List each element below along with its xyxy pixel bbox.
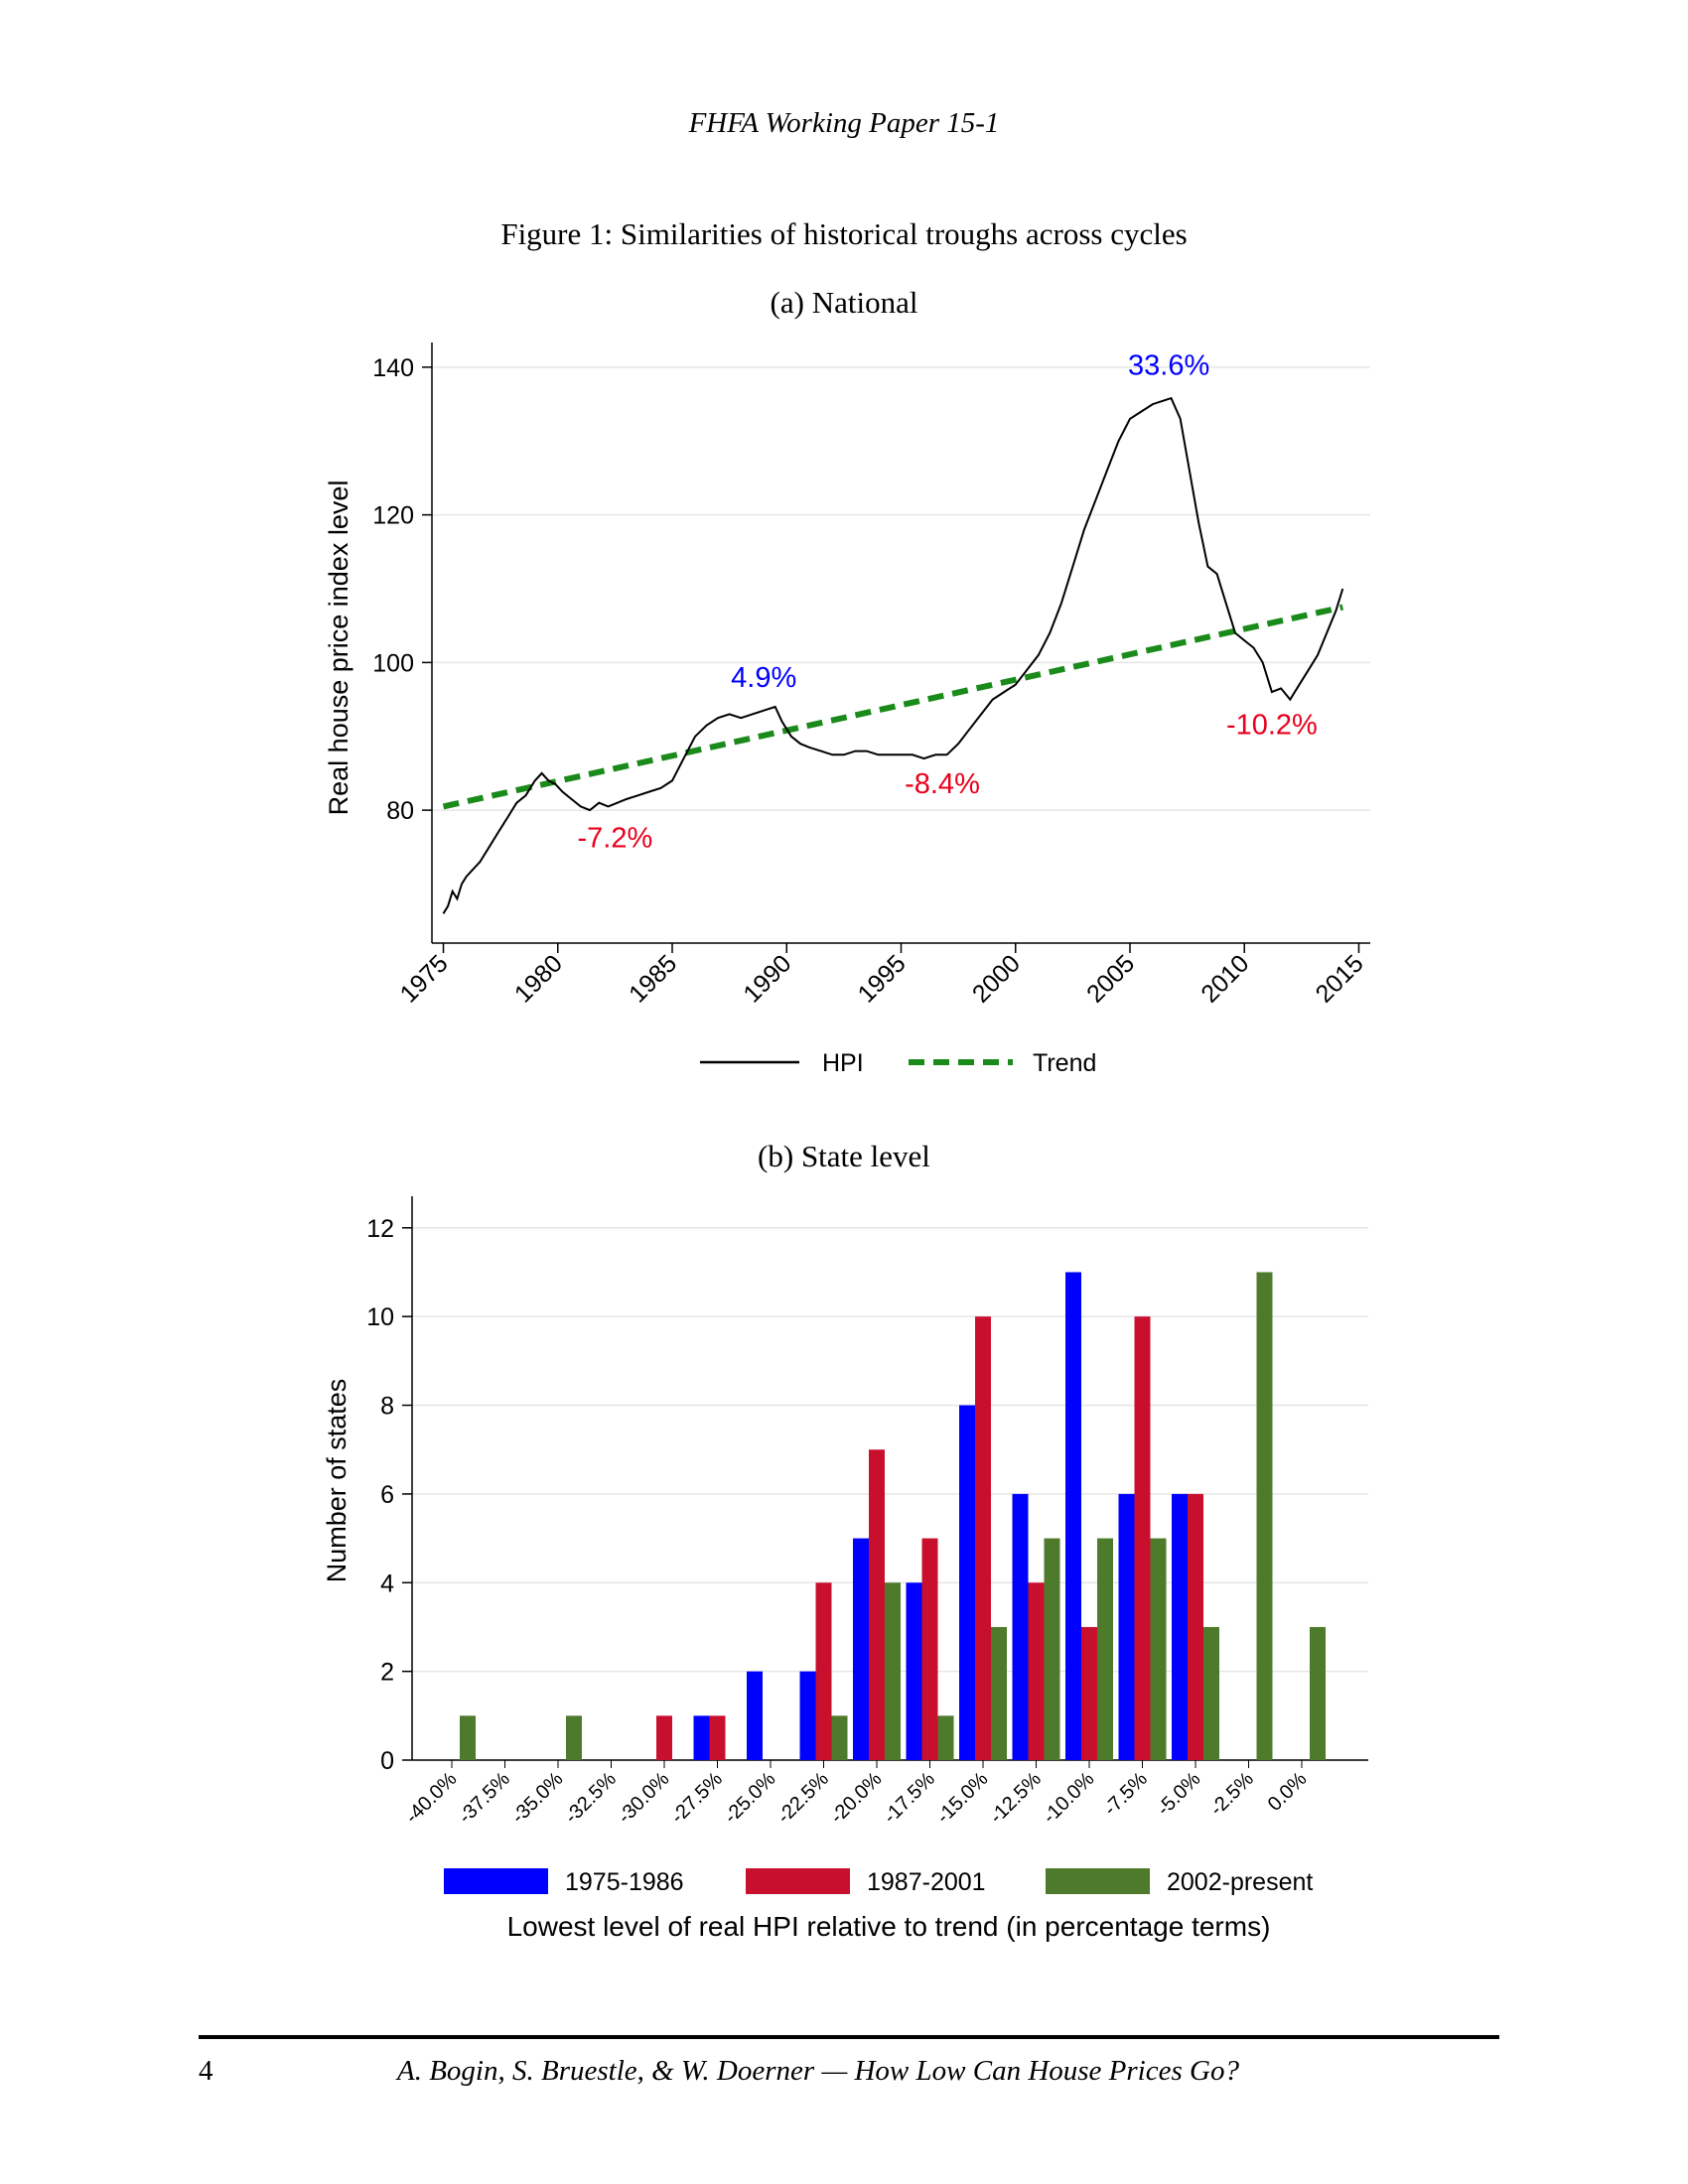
x-tick-label: 1980 (509, 949, 568, 1008)
x-tick-label: -15.0% (932, 1768, 993, 1829)
footer-rule (199, 2035, 1499, 2039)
x-axis-title: Lowest level of real HPI relative to tre… (507, 1911, 1271, 1942)
bar (921, 1538, 938, 1760)
x-tick-label: -37.5% (455, 1768, 515, 1829)
y-tick-label: 10 (366, 1303, 394, 1331)
x-tick-label: -2.5% (1206, 1768, 1259, 1821)
bar (815, 1582, 832, 1760)
x-tick-label: 2015 (1311, 949, 1369, 1008)
bar (1256, 1272, 1273, 1760)
bar (799, 1671, 816, 1760)
hpi-line (442, 396, 1344, 914)
y-tick-label: 2 (380, 1659, 394, 1687)
bar (959, 1405, 975, 1760)
y-tick-label: 80 (386, 797, 414, 825)
bar (460, 1715, 476, 1760)
x-tick-label: 1975 (395, 949, 454, 1008)
bar (885, 1582, 901, 1760)
bar (566, 1715, 582, 1760)
x-tick-label: -17.5% (880, 1768, 940, 1829)
bar (831, 1715, 848, 1760)
bar (1081, 1626, 1097, 1760)
x-tick-label: -25.0% (720, 1768, 780, 1829)
x-tick-label: -27.5% (667, 1768, 728, 1829)
bar (1172, 1493, 1188, 1760)
page-number: 4 (199, 2055, 213, 2087)
y-tick-label: 4 (380, 1570, 394, 1597)
annotation-label: -10.2% (1226, 710, 1318, 742)
y-tick-label: 0 (380, 1747, 394, 1775)
bar (991, 1626, 1007, 1760)
bar (1310, 1626, 1326, 1760)
annotation-label: -8.4% (905, 768, 980, 800)
bar (747, 1671, 763, 1760)
bar (975, 1316, 991, 1760)
bar (937, 1715, 954, 1760)
legend-hpi-label: HPI (822, 1049, 864, 1077)
legend-label: 1975-1986 (565, 1868, 684, 1896)
bar (1134, 1316, 1151, 1760)
bar (1188, 1493, 1203, 1760)
footer-citation: A. Bogin, S. Bruestle, & W. Doerner — Ho… (397, 2055, 1239, 2087)
x-tick-label: -12.5% (986, 1768, 1047, 1829)
bar (1203, 1626, 1219, 1760)
y-tick-label: 100 (372, 649, 414, 677)
x-tick-label: 2000 (967, 949, 1026, 1008)
annotation-label: -7.2% (578, 822, 653, 854)
x-tick-label: 1995 (853, 949, 912, 1008)
trend-line (442, 604, 1343, 810)
legend-trend-label: Trend (1033, 1049, 1096, 1077)
annotation-label: 4.9% (731, 662, 796, 694)
bar (1150, 1538, 1167, 1760)
y-tick-label: 8 (380, 1393, 394, 1421)
y-axis-title: Real house price index level (324, 480, 353, 816)
panel-b-subtitle: (b) State level (758, 1139, 930, 1173)
legend-label: 1987-2001 (867, 1868, 986, 1896)
x-tick-label: -30.0% (614, 1768, 674, 1829)
bar (869, 1449, 885, 1760)
bar (1097, 1538, 1113, 1760)
legend-swatch (1046, 1868, 1150, 1894)
y-tick-label: 12 (366, 1215, 394, 1243)
figure-title: Figure 1: Similarities of historical tro… (500, 216, 1188, 251)
x-tick-label: 2005 (1081, 949, 1140, 1008)
annotation-label: 33.6% (1128, 349, 1209, 381)
x-tick-label: -40.0% (401, 1768, 462, 1829)
bar (656, 1715, 672, 1760)
x-tick-label: -20.0% (826, 1768, 887, 1829)
x-tick-label: -22.5% (774, 1768, 834, 1829)
x-tick-label: -5.0% (1153, 1768, 1205, 1821)
bar (1065, 1272, 1081, 1760)
x-tick-label: -7.5% (1100, 1768, 1153, 1821)
bar (1044, 1538, 1060, 1760)
bar (906, 1582, 922, 1760)
x-tick-label: 1985 (624, 949, 682, 1008)
x-tick-label: 0.0% (1264, 1768, 1312, 1816)
x-tick-label: -35.0% (507, 1768, 568, 1829)
y-tick-label: 120 (372, 502, 414, 530)
x-tick-label: 1990 (738, 949, 796, 1008)
panel-a-subtitle: (a) National (770, 285, 918, 320)
bar (1012, 1493, 1029, 1760)
bar (1118, 1493, 1135, 1760)
x-tick-label: -32.5% (561, 1768, 622, 1829)
legend-swatch (746, 1868, 850, 1894)
bar (709, 1715, 726, 1760)
state-level-histogram: 024681012-40.0%-37.5%-35.0%-32.5%-30.0%-… (322, 1196, 1368, 1942)
legend-swatch (444, 1868, 548, 1894)
bar (853, 1538, 869, 1760)
national-hpi-chart: 80 100 120 140 1975 1980 1985 1990 1995 2000 2005 2… (324, 342, 1370, 1077)
y-tick-label: 140 (372, 354, 414, 382)
x-tick-label: -10.0% (1039, 1768, 1099, 1829)
y-tick-label: 6 (380, 1481, 394, 1509)
y-axis-title: Number of states (322, 1379, 352, 1583)
bar (693, 1715, 710, 1760)
running-header: FHFA Working Paper 15-1 (688, 107, 1000, 139)
bar (1028, 1582, 1045, 1760)
legend-label: 2002-present (1167, 1868, 1313, 1896)
x-tick-label: 2010 (1196, 949, 1254, 1008)
